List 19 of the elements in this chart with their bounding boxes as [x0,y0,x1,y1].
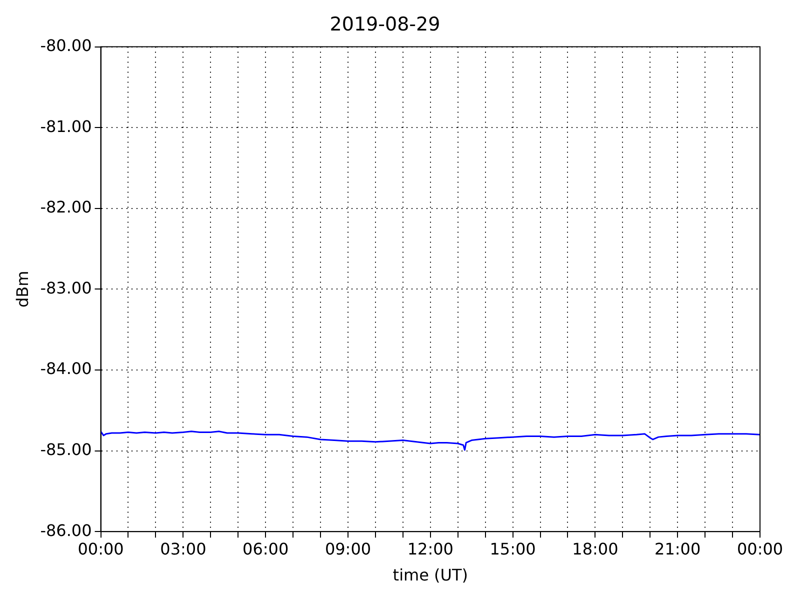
x-tick-label: 06:00 [242,539,289,558]
x-tick-label: 12:00 [407,539,454,558]
y-tick-label: -84.00 [40,359,92,378]
x-tick-label: 09:00 [324,539,372,558]
y-axis-title: dBm [12,270,32,308]
y-tick-label: -81.00 [40,116,92,136]
y-tick-label: -86.00 [40,520,92,540]
chart-title: 2019-08-29 [330,13,440,36]
x-tick-label: 03:00 [160,539,206,558]
y-tick-label: -80.00 [40,36,92,55]
x-tick-label: 00:00 [736,539,784,558]
x-tick-label: 15:00 [490,539,536,558]
x-axis-title: time (UT) [392,566,468,585]
x-tick-label: 00:00 [78,539,124,558]
y-tick-label: -82.00 [40,198,92,217]
y-tick-label: -83.00 [40,278,92,298]
x-tick-label: 21:00 [654,539,701,558]
x-tick-label: 18:00 [572,539,618,558]
y-tick-label: -85.00 [40,440,92,459]
